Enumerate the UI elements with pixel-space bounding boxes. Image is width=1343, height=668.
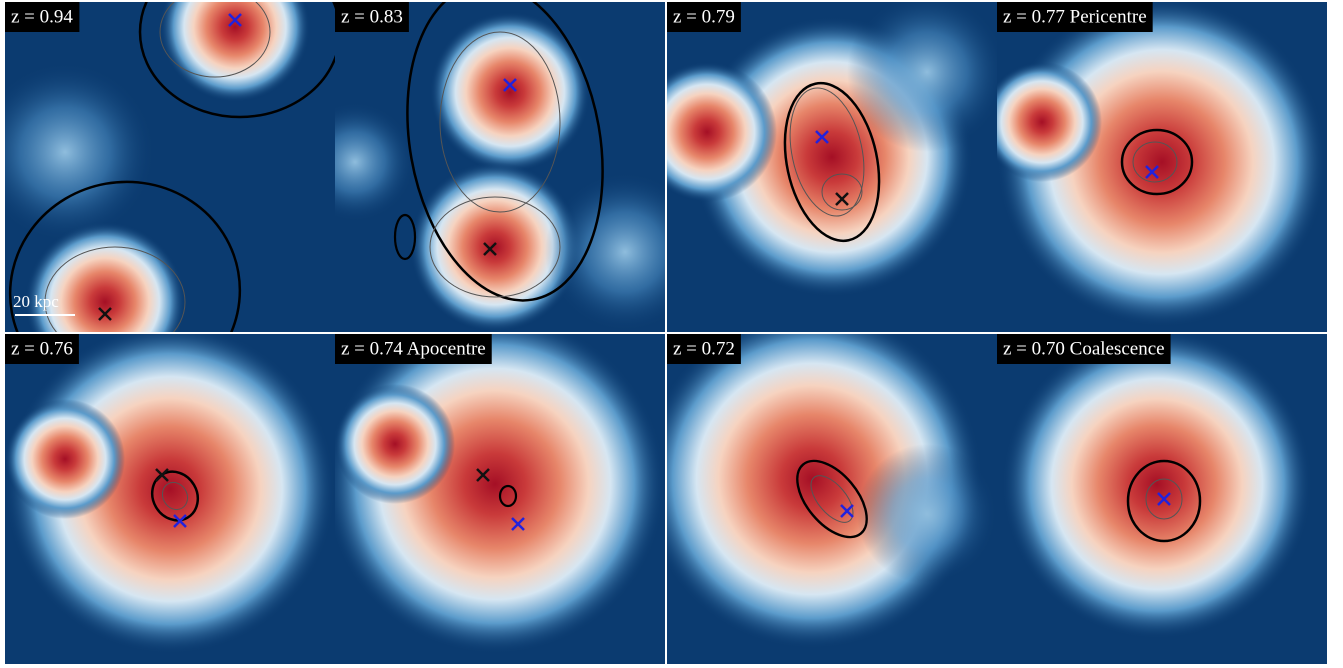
density-blob (5, 399, 125, 519)
panel-image (667, 2, 997, 332)
center-marker (511, 517, 525, 531)
center-marker (1157, 492, 1171, 506)
contour (821, 173, 863, 211)
center-marker (483, 242, 497, 256)
panel-image (335, 2, 665, 332)
center-marker (228, 13, 242, 27)
panel: z = 0.74 Apocentre (335, 334, 665, 664)
contour (810, 475, 854, 523)
contour (159, 2, 271, 78)
filament (5, 62, 155, 242)
label-box (667, 334, 741, 364)
filament (847, 2, 997, 152)
panel-image (997, 2, 1327, 332)
panel-label: z = 0.77 Pericentre (1003, 6, 1147, 27)
label-box (997, 2, 1153, 32)
panel: z = 0.77 Pericentre (997, 2, 1327, 332)
label-box (5, 334, 79, 364)
scale-label: 20 kpc (13, 292, 59, 311)
panel: z = 0.83 (335, 2, 665, 332)
panel: z = 0.79 (667, 2, 997, 332)
density-blob (997, 62, 1102, 182)
panel: z = 0.70 Coalescence (997, 334, 1327, 664)
panel-image (5, 2, 335, 332)
panel-label: z = 0.70 Coalescence (1003, 338, 1165, 359)
center-marker (155, 468, 169, 482)
contour (789, 87, 865, 217)
scale-bar: 20 kpc (13, 292, 75, 316)
contour (44, 246, 186, 332)
density-blob (1002, 334, 1312, 639)
filament (857, 444, 997, 584)
density-blob (430, 12, 590, 172)
center-marker (815, 130, 829, 144)
panel-label: z = 0.76 (11, 338, 73, 359)
center-marker (835, 192, 849, 206)
contour (796, 459, 868, 539)
density-blob (160, 2, 310, 102)
contour (1120, 128, 1194, 196)
center-marker (173, 514, 187, 528)
panel-image (667, 334, 997, 664)
contour (439, 31, 561, 213)
contour (1132, 141, 1178, 183)
panel: z = 0.76 (5, 334, 335, 664)
contour (393, 213, 417, 261)
contour (138, 2, 335, 119)
panel-image (997, 334, 1327, 664)
panel-image (5, 334, 335, 664)
density-blob (335, 384, 455, 504)
label-box (997, 334, 1171, 364)
contour (8, 180, 242, 332)
contour (783, 81, 881, 243)
center-marker (98, 307, 112, 321)
contour (161, 481, 189, 511)
panel-label: z = 0.74 Apocentre (341, 338, 486, 359)
contour (1126, 459, 1202, 543)
panel-image (335, 334, 665, 664)
density-blob (667, 62, 777, 202)
contour (1145, 478, 1183, 520)
contour (498, 484, 518, 508)
filament (545, 172, 665, 332)
filament (335, 102, 415, 222)
panel: z = 0.72 (667, 334, 997, 664)
density-blob (410, 162, 580, 332)
contour (406, 2, 604, 302)
label-box (335, 334, 492, 364)
panel-label: z = 0.94 (11, 6, 73, 27)
center-marker (503, 78, 517, 92)
density-blob (25, 222, 185, 332)
panel: z = 0.94 (5, 2, 335, 332)
label-box (667, 2, 741, 32)
panel-label: z = 0.83 (341, 6, 403, 27)
center-marker (476, 468, 490, 482)
label-box (335, 2, 409, 32)
panel-label: z = 0.72 (673, 338, 735, 359)
center-marker (1145, 165, 1159, 179)
center-marker (840, 504, 854, 518)
label-box (5, 2, 80, 32)
contour (429, 196, 561, 298)
panel-label: z = 0.79 (673, 6, 735, 27)
